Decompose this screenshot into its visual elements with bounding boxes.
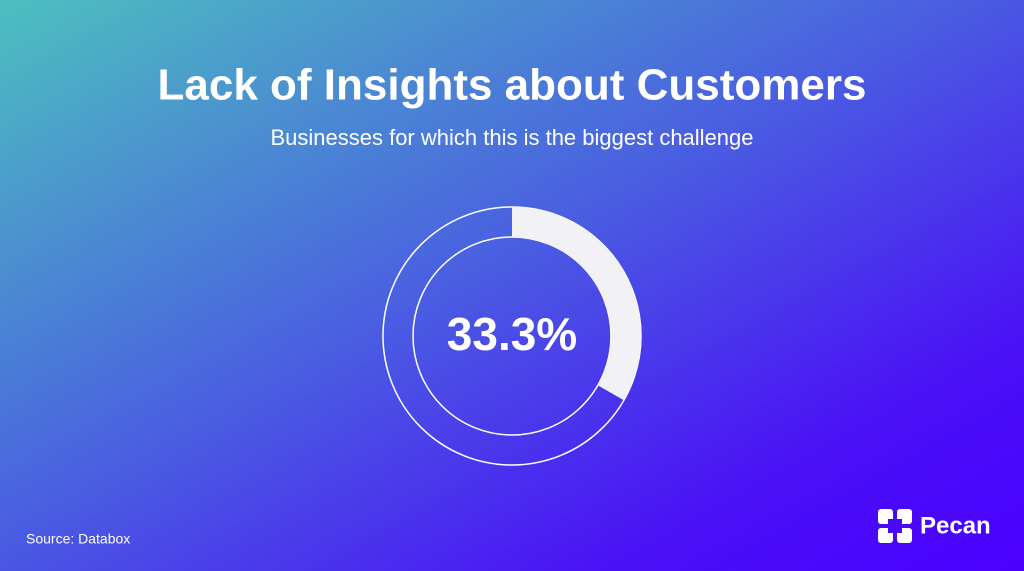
chart-subtitle: Businesses for which this is the biggest… <box>270 125 753 150</box>
donut-segment <box>512 207 641 401</box>
source-note: Source: Databox <box>26 531 130 547</box>
value-label: 33.3% <box>447 308 577 360</box>
chart-title: Lack of Insights about Customers <box>158 61 867 110</box>
brand-name: Pecan <box>920 512 991 539</box>
brand-logo <box>878 509 912 543</box>
